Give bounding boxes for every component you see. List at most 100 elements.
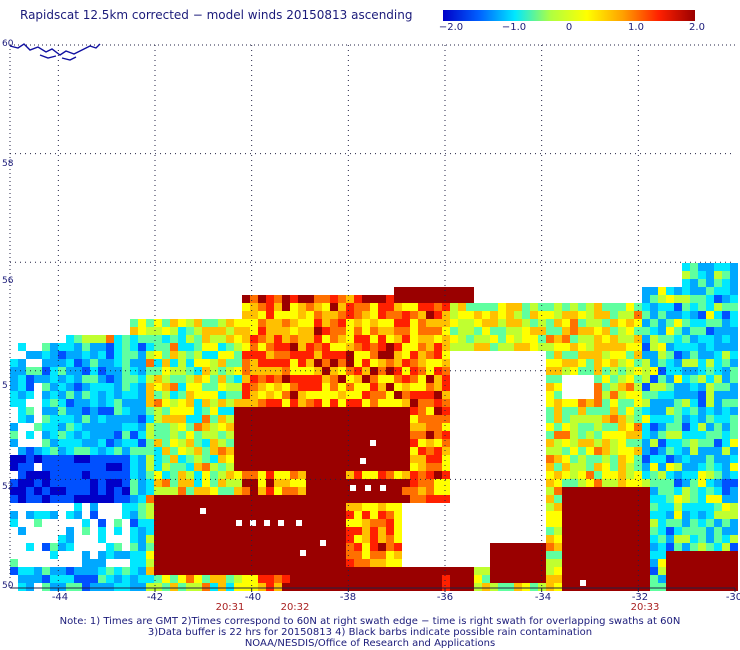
wind-cell — [90, 503, 98, 511]
wind-cell — [418, 575, 426, 583]
wind-cell — [658, 375, 666, 383]
wind-cell — [722, 271, 730, 279]
wind-cell — [274, 407, 282, 415]
wind-cell — [98, 391, 106, 399]
wind-cell — [698, 407, 706, 415]
wind-cell — [210, 407, 218, 415]
wind-cell — [562, 551, 570, 559]
wind-cell — [322, 415, 330, 423]
wind-cell — [330, 367, 338, 375]
wind-cell — [58, 407, 66, 415]
wind-cell — [234, 535, 242, 543]
wind-cell — [82, 423, 90, 431]
wind-cell — [26, 455, 34, 463]
wind-cell — [554, 343, 562, 351]
wind-cell — [706, 287, 714, 295]
wind-cell — [282, 535, 290, 543]
wind-cell — [274, 399, 282, 407]
wind-cell — [362, 543, 370, 551]
wind-cell — [114, 407, 122, 415]
wind-cell — [338, 311, 346, 319]
wind-cell — [578, 439, 586, 447]
wind-cell — [386, 439, 394, 447]
wind-cell — [586, 495, 594, 503]
wind-cell — [378, 367, 386, 375]
wind-cell — [242, 431, 250, 439]
wind-cell — [418, 327, 426, 335]
wind-cell — [298, 439, 306, 447]
wind-cell — [290, 543, 298, 551]
wind-cell — [546, 559, 554, 567]
wind-cell — [178, 431, 186, 439]
wind-cell — [162, 327, 170, 335]
wind-cell — [42, 415, 50, 423]
wind-cell — [538, 343, 546, 351]
wind-cell — [298, 335, 306, 343]
wind-cell — [354, 487, 362, 495]
wind-cell — [210, 335, 218, 343]
wind-cell — [58, 543, 66, 551]
colorbar-gradient — [443, 10, 695, 21]
wind-cell — [242, 447, 250, 455]
wind-cell — [722, 463, 730, 471]
wind-cell — [42, 495, 50, 503]
wind-cell — [458, 311, 466, 319]
wind-cell — [186, 527, 194, 535]
wind-cell — [666, 407, 674, 415]
wind-cell — [658, 319, 666, 327]
wind-cell — [282, 567, 290, 575]
wind-cell — [26, 415, 34, 423]
wind-cell — [722, 415, 730, 423]
wind-cell — [162, 495, 170, 503]
wind-cell — [354, 447, 362, 455]
wind-cell — [698, 503, 706, 511]
wind-cell — [722, 543, 730, 551]
wind-cell — [98, 375, 106, 383]
wind-cell — [370, 479, 378, 487]
wind-cell — [90, 391, 98, 399]
wind-cell — [138, 375, 146, 383]
wind-cell — [554, 375, 562, 383]
wind-cell — [354, 399, 362, 407]
wind-cell — [74, 423, 82, 431]
wind-cell — [642, 527, 650, 535]
wind-cell — [194, 535, 202, 543]
wind-cell — [466, 327, 474, 335]
wind-cell — [698, 583, 706, 591]
wind-cell — [194, 359, 202, 367]
wind-cell — [370, 583, 378, 591]
wind-cell — [682, 279, 690, 287]
wind-cell — [722, 327, 730, 335]
wind-cell — [714, 367, 722, 375]
wind-cell — [378, 439, 386, 447]
wind-cell — [306, 375, 314, 383]
wind-cell — [586, 311, 594, 319]
greenland-coastline — [9, 43, 101, 61]
wind-cell — [250, 463, 258, 471]
wind-cell — [194, 415, 202, 423]
wind-cell — [146, 359, 154, 367]
wind-cell — [562, 471, 570, 479]
wind-cell — [682, 399, 690, 407]
wind-cell — [338, 559, 346, 567]
wind-cell — [562, 335, 570, 343]
wind-cell — [290, 479, 298, 487]
wind-cell — [330, 311, 338, 319]
wind-cell — [570, 343, 578, 351]
wind-cell — [218, 551, 226, 559]
wind-cell — [274, 383, 282, 391]
wind-cell — [714, 407, 722, 415]
wind-cell — [370, 463, 378, 471]
wind-cell — [74, 439, 82, 447]
wind-cell — [570, 471, 578, 479]
wind-cell — [250, 359, 258, 367]
wind-cell — [658, 415, 666, 423]
wind-cell — [258, 503, 266, 511]
wind-cell — [202, 511, 210, 519]
wind-cell — [362, 391, 370, 399]
wind-cell — [706, 495, 714, 503]
wind-cell — [274, 415, 282, 423]
wind-cell — [546, 567, 554, 575]
wind-cell — [146, 495, 154, 503]
wind-cell — [242, 295, 250, 303]
